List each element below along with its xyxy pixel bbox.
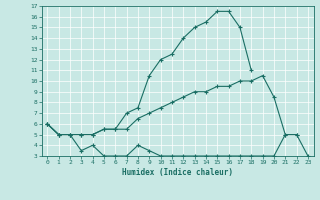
X-axis label: Humidex (Indice chaleur): Humidex (Indice chaleur)	[122, 168, 233, 177]
